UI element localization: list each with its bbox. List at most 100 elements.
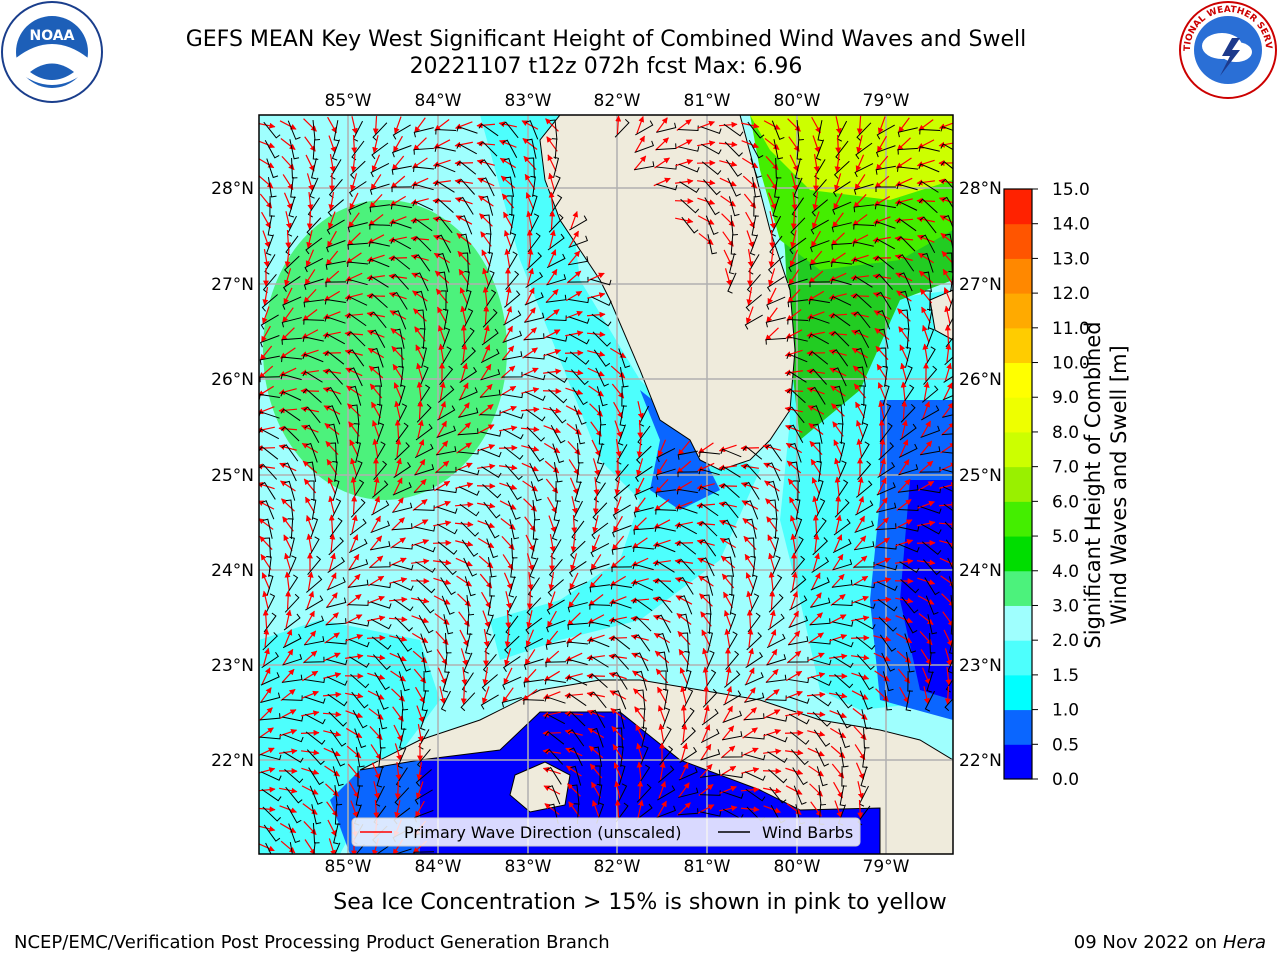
wave-direction-arrow [414,458,426,475]
wind-barb [306,217,322,237]
wave-direction-arrow [896,499,912,511]
wave-direction-arrow [259,175,274,189]
wave-direction-arrow [636,458,644,477]
wave-direction-arrow [460,362,468,381]
wind-barb [545,315,567,321]
wave-direction-arrow [504,248,511,267]
wave-direction-arrow [808,270,824,284]
wave-direction-arrow [613,401,623,419]
lat-label-right: 26°N [959,370,1002,390]
wave-direction-arrow [785,424,803,433]
wave-direction-arrow [369,535,383,551]
wave-direction-arrow [523,327,537,341]
wave-direction-arrow [323,405,341,415]
wave-direction-arrow [476,140,496,147]
wave-direction-arrow [789,496,799,514]
wave-direction-arrow [571,496,578,515]
wind-barb [368,241,390,247]
lon-label-top: 83°W [505,91,552,111]
wind-barb [324,351,345,365]
wind-barb [415,561,436,573]
wave-direction-arrow [454,521,474,528]
wave-direction-arrow [395,438,402,458]
wave-direction-arrow [348,553,360,570]
wind-barb [391,186,413,193]
wind-barb [723,537,736,558]
wave-direction-arrow [833,192,843,210]
wind-barb [355,441,361,463]
wind-barb [897,505,919,511]
colorbar-swatch [1004,362,1032,398]
wave-direction-arrow [813,154,820,173]
wave-direction-arrow [259,500,275,510]
lon-label-top: 82°W [594,91,641,111]
wind-barb [414,272,429,292]
colorbar-tick-label: 14.0 [1052,215,1090,235]
lon-label-top: 80°W [774,91,821,111]
wind-barb [879,422,893,443]
wind-barb [769,499,778,521]
wave-direction-arrow [879,438,886,458]
wave-direction-arrow [459,382,469,400]
wind-barb [259,446,279,460]
wave-direction-arrow [657,439,667,457]
wind-barb [392,482,412,496]
wave-direction-arrow [697,215,715,225]
wind-barb [831,222,852,233]
wind-barb [419,365,429,387]
wind-barb [728,253,735,275]
wind-barb [348,367,363,387]
wind-barb [435,216,453,234]
wave-direction-arrow [918,460,934,474]
wind-barb [482,483,502,499]
wind-barb [621,385,627,407]
wave-direction-arrow [586,331,606,338]
wave-direction-arrow [499,157,517,169]
wave-direction-arrow [306,230,313,249]
lon-label-bottom: 85°W [325,857,372,877]
wind-barb [789,237,807,255]
wave-direction-arrow [874,537,890,549]
wave-direction-arrow [394,419,401,439]
wind-barb [745,500,759,520]
wind-barb [414,484,435,493]
wind-barb [509,519,520,540]
wave-direction-arrow [834,457,842,476]
wave-direction-arrow [832,212,844,228]
wind-barb [814,442,821,464]
wave-direction-arrow [503,229,512,248]
wave-direction-arrow [433,234,451,243]
wind-barb [414,543,436,553]
colorbar-swatch [1004,327,1032,364]
noaa-logo-text: NOAA [30,28,75,44]
wind-barb [507,195,513,217]
wave-direction-arrow [391,517,405,531]
wave-direction-arrow [942,268,953,285]
wave-direction-arrow [784,387,804,394]
wind-barb [436,446,457,456]
wave-direction-arrow [259,365,274,379]
wind-barb [460,233,471,254]
wind-barb [635,120,654,136]
wind-barb [413,166,434,173]
wave-direction-arrow [719,537,737,549]
wind-barb [941,433,953,436]
wind-barb [634,466,653,482]
wind-barb [350,160,366,179]
wave-direction-arrow [306,210,313,230]
wind-barb [414,526,436,532]
wave-direction-arrow [769,211,776,230]
wind-barb [830,278,852,286]
wind-barb [305,237,323,255]
wave-direction-arrow [851,329,869,338]
wind-barb [721,501,739,519]
wave-direction-arrow [324,423,340,435]
wave-direction-arrow [349,534,359,552]
wind-barb [290,177,296,199]
wind-barb [617,424,626,446]
wind-barb [413,254,431,272]
wind-barb [531,538,537,560]
wind-barb [461,539,479,557]
wind-barb [898,484,919,493]
wind-barb [266,555,272,577]
